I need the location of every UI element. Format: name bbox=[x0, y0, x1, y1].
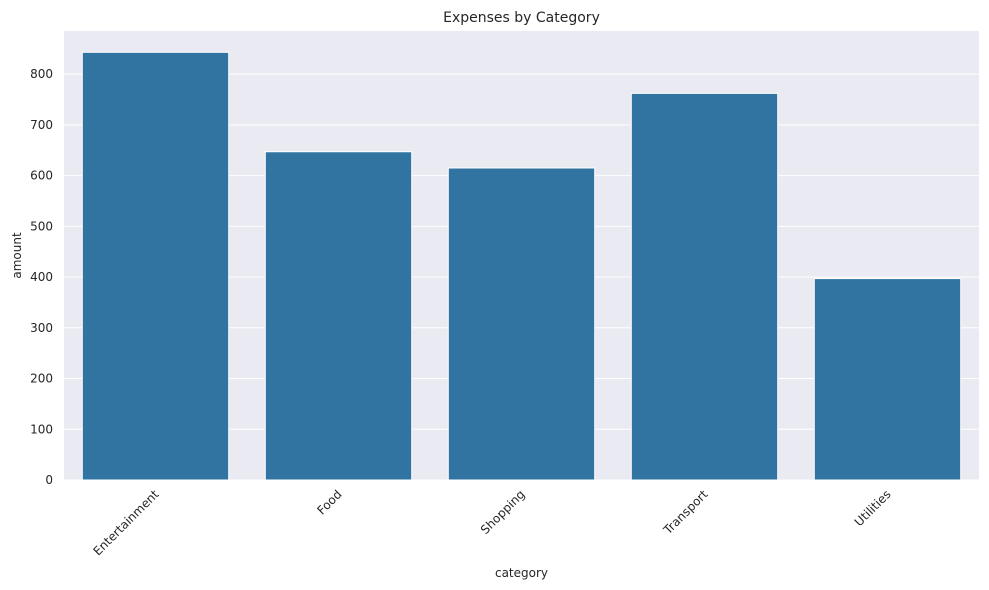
y-tick-label: 100 bbox=[30, 422, 53, 436]
x-tick-labels: Entertainment Food Shopping Transport Utilit… bbox=[90, 487, 893, 558]
chart-title: Expenses by Category bbox=[443, 10, 600, 26]
x-tick-label: Utilities bbox=[852, 487, 894, 529]
bar-entertainment bbox=[81, 51, 230, 481]
y-tick-label: 0 bbox=[45, 473, 53, 487]
y-tick-label: 800 bbox=[30, 67, 53, 81]
bar-utilities bbox=[813, 278, 962, 481]
y-tick-label: 500 bbox=[30, 219, 53, 233]
y-tick-label: 700 bbox=[30, 118, 53, 132]
y-tick-label: 400 bbox=[30, 270, 53, 284]
x-axis-label: category bbox=[495, 566, 548, 580]
bar-food bbox=[264, 151, 413, 481]
bar-transport bbox=[630, 92, 779, 481]
bars bbox=[81, 51, 962, 481]
y-tick-label: 600 bbox=[30, 169, 53, 183]
y-tick-label: 200 bbox=[30, 372, 53, 386]
x-tick-label: Shopping bbox=[478, 487, 528, 537]
x-tick-label: Food bbox=[314, 487, 344, 517]
y-axis-label: amount bbox=[10, 232, 24, 279]
y-tick-labels: 0 100 200 300 400 500 600 700 800 bbox=[30, 67, 53, 487]
bar-shopping bbox=[447, 167, 596, 481]
y-tick-label: 300 bbox=[30, 321, 53, 335]
x-tick-label: Transport bbox=[660, 487, 711, 538]
x-tick-label: Entertainment bbox=[90, 487, 161, 558]
